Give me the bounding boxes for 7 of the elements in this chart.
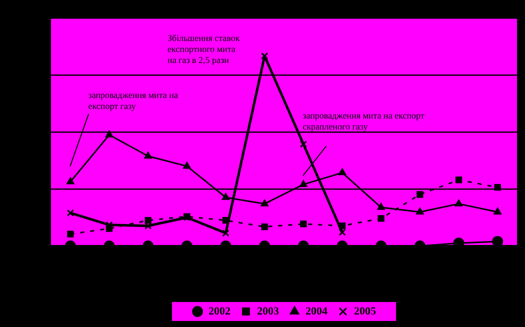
legend-label: 2003: [257, 305, 280, 318]
annotation: запровадження мита на експорт газу: [88, 90, 178, 111]
annotation: запровадження мита на експорт скрапленого газу: [302, 110, 424, 132]
legend-label: 2002: [208, 305, 231, 318]
legend-label: 2005: [354, 305, 376, 318]
annotation: Збільшення ставок експортного мита на газ в 2,5 рази: [168, 32, 240, 65]
legend-label: 2004: [306, 305, 328, 318]
